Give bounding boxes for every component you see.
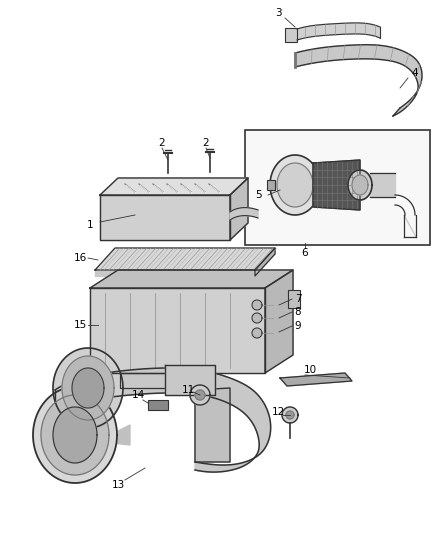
Polygon shape (286, 411, 294, 419)
Polygon shape (313, 160, 360, 210)
Bar (288, 290, 300, 308)
Polygon shape (40, 425, 130, 445)
Polygon shape (95, 248, 275, 270)
Text: 7: 7 (295, 294, 301, 304)
Polygon shape (33, 387, 117, 483)
Polygon shape (255, 248, 275, 276)
Polygon shape (282, 407, 298, 423)
Polygon shape (352, 175, 368, 195)
Polygon shape (280, 373, 352, 386)
Text: 13: 13 (111, 480, 125, 490)
Text: 12: 12 (272, 407, 285, 417)
Polygon shape (62, 356, 114, 420)
Polygon shape (252, 313, 262, 323)
Polygon shape (277, 163, 313, 207)
Polygon shape (53, 407, 97, 463)
Polygon shape (404, 215, 416, 237)
Text: 6: 6 (302, 248, 308, 258)
Polygon shape (230, 208, 258, 220)
Text: 1: 1 (87, 220, 93, 230)
Polygon shape (252, 300, 262, 310)
Text: 9: 9 (295, 321, 301, 331)
Text: 2: 2 (203, 138, 209, 148)
Polygon shape (90, 270, 293, 288)
Polygon shape (120, 373, 190, 388)
Text: 10: 10 (304, 365, 317, 375)
Polygon shape (41, 395, 109, 475)
Polygon shape (100, 195, 230, 240)
Polygon shape (270, 155, 320, 215)
Bar (148, 400, 168, 410)
Polygon shape (165, 365, 215, 395)
Polygon shape (55, 368, 271, 472)
Polygon shape (195, 390, 205, 400)
Text: 11: 11 (181, 385, 194, 395)
Polygon shape (295, 45, 422, 116)
Text: 16: 16 (74, 253, 87, 263)
Text: 15: 15 (74, 320, 87, 330)
Polygon shape (53, 348, 123, 428)
Polygon shape (95, 270, 255, 276)
Text: 8: 8 (295, 307, 301, 317)
Polygon shape (72, 368, 104, 408)
Text: 14: 14 (131, 390, 145, 400)
Polygon shape (252, 328, 262, 338)
Bar (267, 180, 275, 190)
Text: 2: 2 (159, 138, 165, 148)
Polygon shape (370, 173, 395, 197)
Bar (245, 130, 430, 245)
Text: 5: 5 (254, 190, 261, 200)
Text: 4: 4 (412, 68, 418, 78)
Polygon shape (230, 178, 248, 240)
Bar (285, 28, 297, 42)
Polygon shape (100, 178, 248, 195)
Polygon shape (190, 385, 210, 405)
Polygon shape (265, 270, 293, 373)
Polygon shape (195, 388, 230, 462)
Polygon shape (297, 23, 380, 40)
Text: 3: 3 (275, 8, 281, 18)
Polygon shape (90, 288, 265, 373)
Polygon shape (348, 170, 372, 200)
